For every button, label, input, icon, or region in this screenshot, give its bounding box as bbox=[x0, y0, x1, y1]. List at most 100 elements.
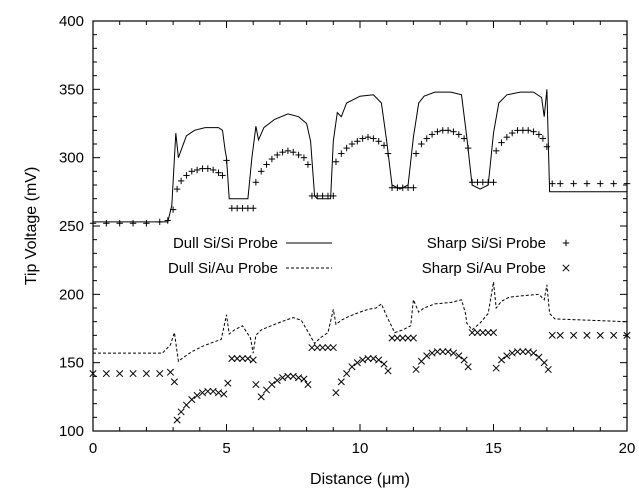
data-point bbox=[193, 391, 201, 400]
data-point bbox=[439, 348, 447, 356]
data-point bbox=[375, 138, 382, 145]
data-point bbox=[238, 355, 247, 363]
data-point bbox=[508, 129, 516, 137]
data-point bbox=[308, 192, 316, 200]
data-point bbox=[289, 372, 297, 380]
data-point bbox=[548, 331, 556, 339]
y-tick-label: 400 bbox=[59, 13, 84, 30]
data-point bbox=[479, 329, 487, 337]
axis-ticks bbox=[92, 20, 628, 432]
data-point bbox=[142, 370, 150, 378]
y-tick-label: 300 bbox=[59, 150, 84, 167]
data-point bbox=[330, 192, 337, 200]
data-point bbox=[484, 329, 492, 337]
data-point bbox=[380, 360, 388, 368]
plot-series-markers bbox=[89, 127, 631, 424]
data-point bbox=[252, 179, 260, 186]
data-point bbox=[329, 344, 337, 352]
data-point bbox=[428, 131, 436, 138]
data-point bbox=[514, 127, 521, 134]
data-point bbox=[354, 138, 361, 145]
data-point bbox=[314, 192, 321, 200]
data-point bbox=[570, 180, 577, 187]
data-point bbox=[348, 363, 356, 371]
data-point bbox=[530, 128, 537, 135]
data-point bbox=[399, 184, 406, 191]
data-point bbox=[284, 147, 292, 155]
data-point bbox=[513, 348, 522, 356]
data-point bbox=[258, 168, 265, 175]
data-point bbox=[262, 386, 271, 394]
data-point bbox=[423, 352, 431, 360]
data-point bbox=[268, 155, 276, 163]
data-point bbox=[308, 344, 316, 352]
data-point bbox=[519, 127, 527, 134]
data-point bbox=[156, 218, 163, 226]
data-point bbox=[319, 192, 326, 200]
data-point bbox=[295, 374, 303, 382]
data-point bbox=[257, 393, 265, 401]
data-point bbox=[304, 161, 312, 168]
legend-label: Dull Si/Si Probe bbox=[173, 235, 278, 252]
legend-label: Sharp Si/Au Probe bbox=[422, 260, 546, 277]
data-point bbox=[223, 157, 230, 164]
data-point bbox=[492, 147, 500, 155]
data-point bbox=[219, 172, 226, 179]
data-point bbox=[583, 180, 591, 187]
data-point bbox=[370, 135, 377, 142]
data-point bbox=[524, 348, 532, 356]
data-point bbox=[474, 179, 481, 186]
data-point bbox=[556, 331, 564, 339]
data-point bbox=[464, 144, 472, 152]
data-point bbox=[164, 217, 171, 224]
data-point bbox=[434, 128, 441, 135]
data-point bbox=[173, 185, 181, 193]
data-point bbox=[464, 363, 472, 371]
data-point bbox=[409, 334, 417, 342]
data-point bbox=[460, 135, 468, 142]
data-point bbox=[324, 344, 332, 352]
data-point bbox=[508, 349, 516, 357]
data-point bbox=[484, 179, 492, 186]
data-point bbox=[324, 192, 332, 200]
data-point bbox=[209, 166, 217, 174]
data-point bbox=[332, 158, 340, 165]
y-axis-label: Tip Voltage (mV) bbox=[23, 167, 40, 286]
legend: Dull Si/Si Probe Dull Si/Au Probe Sharp Si… bbox=[168, 235, 570, 277]
data-point bbox=[503, 352, 511, 360]
data-point bbox=[116, 220, 123, 227]
data-point bbox=[479, 179, 487, 186]
series-markers-3 bbox=[89, 329, 631, 424]
legend-sample bbox=[562, 239, 570, 247]
legend-label: Dull Si/Au Probe bbox=[168, 260, 278, 277]
data-point bbox=[228, 205, 236, 212]
data-point bbox=[410, 184, 417, 191]
data-point bbox=[156, 370, 164, 378]
data-point bbox=[444, 348, 452, 356]
data-point bbox=[343, 144, 350, 152]
data-point bbox=[433, 348, 441, 356]
data-point bbox=[535, 131, 543, 138]
data-point bbox=[295, 151, 302, 159]
data-point bbox=[450, 128, 457, 135]
data-point bbox=[490, 179, 497, 186]
x-tick-labels: 0 5 10 15 20 bbox=[89, 440, 636, 457]
data-point bbox=[102, 370, 110, 378]
data-point bbox=[244, 205, 252, 212]
data-point bbox=[539, 135, 547, 142]
data-point bbox=[369, 355, 377, 363]
data-point bbox=[596, 331, 604, 339]
data-point bbox=[364, 133, 372, 141]
data-point bbox=[166, 368, 174, 376]
data-point bbox=[384, 150, 392, 157]
data-point bbox=[173, 416, 181, 424]
x-tick-label: 5 bbox=[222, 440, 230, 457]
data-point bbox=[404, 334, 412, 342]
x-tick-label: 15 bbox=[485, 440, 502, 457]
y-tick-labels: 100 150 200 250 300 350 400 bbox=[59, 13, 84, 440]
data-point bbox=[492, 364, 500, 372]
data-point bbox=[220, 390, 228, 398]
data-point bbox=[319, 344, 327, 352]
y-tick-label: 150 bbox=[59, 355, 84, 372]
